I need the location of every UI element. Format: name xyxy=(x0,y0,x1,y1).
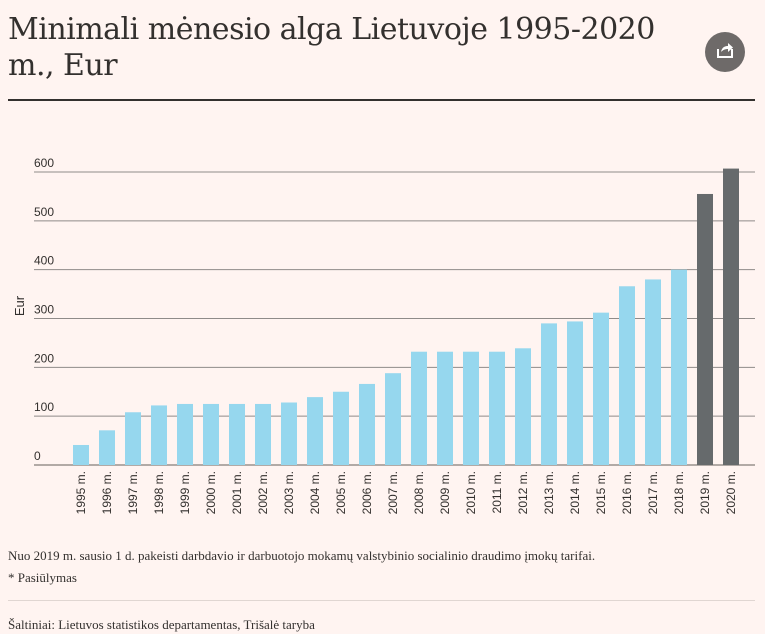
x-tick-label: 2001 m. xyxy=(230,471,244,514)
x-tick-label: 2008 m. xyxy=(412,471,426,514)
x-tick-label: 1998 m. xyxy=(152,471,166,514)
y-tick-label: 100 xyxy=(34,400,54,414)
bar-2008m xyxy=(411,351,427,465)
bar-2009m xyxy=(437,351,453,465)
bar-2019m xyxy=(697,193,713,465)
x-tick-label: 2016 m. xyxy=(620,471,634,514)
x-tick-label: 2020 m. xyxy=(724,471,738,514)
bar-2003m xyxy=(281,402,297,465)
bar-1995m xyxy=(73,444,89,465)
bar-2012m xyxy=(515,348,531,465)
x-tick-label: 2011 m. xyxy=(490,471,504,513)
bar-2011m xyxy=(489,351,505,465)
y-axis-label: Eur xyxy=(12,295,27,316)
y-tick-label: 400 xyxy=(34,254,54,268)
x-tick-label: 2007 m. xyxy=(386,471,400,514)
page-title: Minimali mėnesio alga Lietuvoje 1995-202… xyxy=(8,12,655,83)
bar-2004m xyxy=(307,397,323,465)
x-tick-label: 2005 m. xyxy=(334,471,348,514)
bar-2016m xyxy=(619,286,635,465)
y-tick-label: 500 xyxy=(34,205,54,219)
bar-1998m xyxy=(151,405,167,465)
x-tick-label: 1999 m. xyxy=(178,471,192,514)
x-tick-label: 1996 m. xyxy=(100,471,114,514)
x-tick-label: 2010 m. xyxy=(464,471,478,514)
bar-2014m xyxy=(567,321,583,465)
x-tick-label: 2000 m. xyxy=(204,471,218,514)
bar-2020m xyxy=(723,168,739,465)
y-tick-label: 200 xyxy=(34,351,54,365)
x-tick-label: 2004 m. xyxy=(308,471,322,514)
bar-2001m xyxy=(229,403,245,465)
y-tick-label: 300 xyxy=(34,303,54,317)
bar-2010m xyxy=(463,351,479,465)
bar-2006m xyxy=(359,383,375,465)
bar-2005m xyxy=(333,391,349,465)
x-tick-label: 2015 m. xyxy=(594,471,608,514)
x-tick-label: 2014 m. xyxy=(568,471,582,514)
bar-2015m xyxy=(593,312,609,465)
x-tick-label: 2018 m. xyxy=(672,471,686,514)
x-tick-label: 1995 m. xyxy=(74,471,88,514)
x-tick-label: 2012 m. xyxy=(516,471,530,514)
x-tick-label: 2003 m. xyxy=(282,471,296,514)
bar-1996m xyxy=(99,430,115,465)
y-tick-label: 0 xyxy=(34,449,41,463)
title-divider xyxy=(8,99,755,101)
x-tick-label: 2013 m. xyxy=(542,471,556,514)
bar-1997m xyxy=(125,412,141,465)
bar-2002m xyxy=(255,403,271,465)
x-tick-label: 2009 m. xyxy=(438,471,452,514)
bar-2007m xyxy=(385,373,401,465)
bar-1999m xyxy=(177,403,193,465)
x-tick-label: 2019 m. xyxy=(698,471,712,514)
bar-2017m xyxy=(645,279,661,465)
source-text: Šaltiniai: Lietuvos statistikos departam… xyxy=(8,617,315,632)
bar-chart: 0 100 200 300 400 500 600 1995 m. 1996 m. 1997 m… xyxy=(12,156,755,514)
bar-2018m xyxy=(671,269,687,465)
source-divider xyxy=(8,600,755,601)
footnote: Nuo 2019 m. sausio 1 d. pakeisti darbdav… xyxy=(8,548,596,563)
bar-2000m xyxy=(203,403,219,465)
share-button[interactable] xyxy=(705,32,745,72)
x-tick-label: 1997 m. xyxy=(126,471,140,514)
share-icon xyxy=(715,41,735,64)
x-tick-label: 2006 m. xyxy=(360,471,374,514)
x-tick-label: 2017 m. xyxy=(646,471,660,514)
x-tick-label: 2002 m. xyxy=(256,471,270,514)
bar-2013m xyxy=(541,323,557,465)
proposal-note: * Pasiūlymas xyxy=(8,570,77,585)
y-tick-label: 600 xyxy=(34,156,54,170)
